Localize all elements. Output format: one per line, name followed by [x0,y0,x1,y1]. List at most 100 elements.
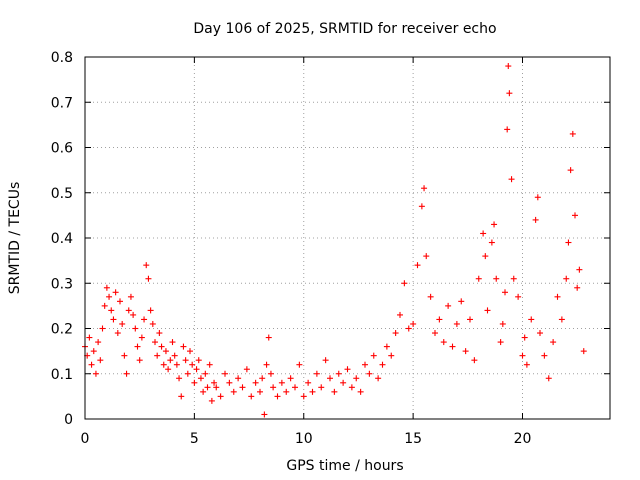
data-point [574,284,581,291]
y-tick-label: 0.7 [51,95,73,111]
data-point [379,361,386,368]
data-point [300,393,307,400]
data-point [569,130,576,137]
data-point [482,253,489,260]
data-point [287,375,294,382]
chart-title: Day 106 of 2025, SRMTID for receiver ech… [193,21,496,37]
data-point [565,239,572,246]
data-point [182,357,189,364]
data-point [554,293,561,300]
data-point [202,370,209,377]
data-point [230,388,237,395]
y-tick-label: 0.1 [51,367,73,383]
grid-lines [85,57,610,419]
data-point [134,343,141,350]
y-tick-label: 0.2 [51,322,73,338]
data-point [127,293,134,300]
data-point [502,289,508,296]
data-point [121,352,128,359]
data-point [493,275,500,282]
data-point [108,307,115,314]
data-point [132,325,139,332]
data-point [156,330,163,337]
data-point [462,348,469,355]
data-point [117,298,123,305]
data-point [322,357,329,364]
data-point [167,357,174,364]
data-point [401,280,408,287]
data-point [519,352,526,359]
data-point [550,339,557,346]
data-point [521,334,528,341]
data-point [537,330,543,337]
data-point [357,388,364,395]
data-point [440,339,447,346]
x-tick-label: 0 [81,431,90,447]
data-point [366,370,373,377]
data-points [82,63,587,418]
data-point [171,352,178,359]
data-point [327,375,333,382]
data-point [484,307,491,314]
data-point [92,370,99,377]
data-point [239,384,246,391]
data-point [206,361,213,368]
data-point [97,357,104,364]
data-point [200,388,207,395]
y-tick-label: 0.8 [51,50,73,66]
data-point [145,275,152,282]
data-point [147,307,154,314]
data-point [86,334,93,341]
data-point [158,343,165,350]
data-point [471,357,478,364]
data-point [313,370,320,377]
data-point [458,298,465,305]
data-point [270,384,277,391]
data-point [335,370,342,377]
data-point [418,203,425,210]
data-point [491,221,498,228]
data-point [252,379,259,386]
y-tick-label: 0.3 [51,276,73,292]
data-point [497,339,504,346]
data-point [195,357,202,364]
data-point [138,334,145,341]
data-point [414,262,421,269]
data-point [265,334,272,341]
x-tick-label: 20 [514,431,532,447]
x-tick-label: 15 [404,431,422,447]
data-point [515,293,522,300]
data-point [187,348,193,355]
data-point [506,90,513,97]
data-point [449,343,456,350]
data-point [278,379,285,386]
data-point [331,388,338,395]
data-point [296,361,303,368]
data-point [191,379,198,386]
data-point [362,361,368,368]
data-point [169,339,176,346]
data-point [103,284,110,291]
data-point [204,384,211,391]
data-point [197,375,204,382]
data-point [558,316,565,323]
data-point [274,393,281,400]
data-point [370,352,377,359]
data-point [567,167,574,174]
data-point [283,388,290,395]
data-point [154,352,161,359]
data-point [421,185,428,192]
data-point [226,379,233,386]
y-axis-label: SRMTID / TECUs [7,182,23,295]
y-tick-label: 0 [64,412,73,428]
data-point [125,307,132,314]
data-point [211,379,218,386]
data-point [344,366,351,373]
data-point [90,348,97,355]
y-tick-label: 0.6 [51,141,73,157]
data-point [136,357,143,364]
data-point [480,230,487,237]
data-point [436,316,443,323]
data-point [305,379,312,386]
data-point [467,316,473,323]
